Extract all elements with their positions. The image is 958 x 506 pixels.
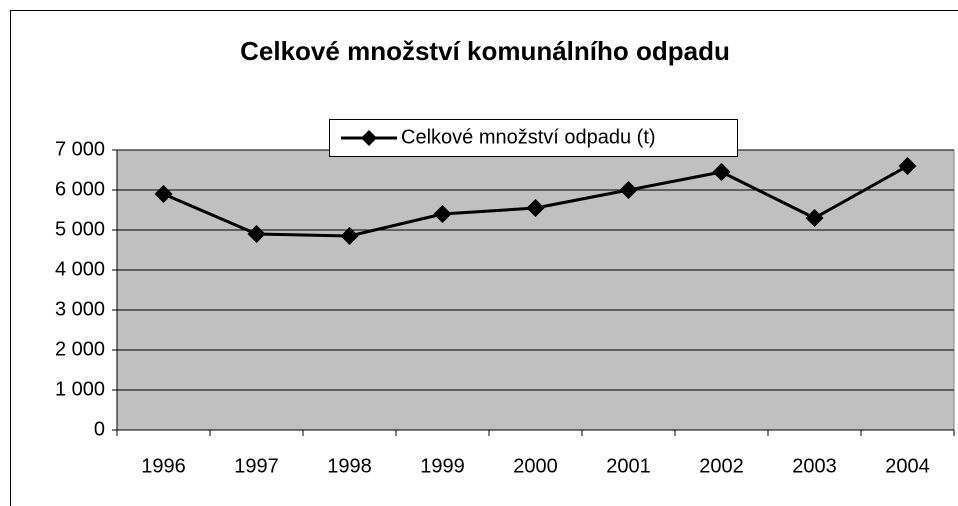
data-point bbox=[898, 157, 917, 175]
y-tick-label: 2 000 bbox=[55, 338, 105, 360]
y-tick-label: 6 000 bbox=[55, 178, 105, 200]
data-point bbox=[712, 163, 731, 181]
y-tick-label: 7 000 bbox=[55, 138, 105, 160]
x-tick-label: 1999 bbox=[420, 455, 465, 477]
data-point bbox=[340, 227, 359, 245]
y-tick-label: 1 000 bbox=[55, 378, 105, 400]
data-point bbox=[247, 225, 266, 243]
data-point bbox=[433, 205, 452, 223]
data-point bbox=[805, 209, 824, 227]
x-tick-label: 1997 bbox=[234, 455, 279, 477]
x-tick-label: 1998 bbox=[327, 455, 372, 477]
y-tick-label: 0 bbox=[94, 418, 105, 440]
y-tick-label: 5 000 bbox=[55, 218, 105, 240]
y-tick-label: 4 000 bbox=[55, 258, 105, 280]
legend-marker bbox=[361, 130, 377, 146]
legend-box bbox=[329, 119, 738, 157]
x-tick-label: 2004 bbox=[885, 455, 930, 477]
data-point bbox=[619, 181, 638, 199]
data-point bbox=[526, 199, 545, 217]
data-point bbox=[154, 185, 173, 203]
y-tick-label: 3 000 bbox=[55, 298, 105, 320]
chart-title: Celkové množství komunálního odpadu bbox=[240, 36, 730, 66]
x-tick-label: 2003 bbox=[792, 455, 837, 477]
x-tick-label: 2001 bbox=[606, 455, 651, 477]
legend-label: Celkové množství odpadu (t) bbox=[401, 126, 656, 148]
x-tick-label: 1996 bbox=[141, 455, 186, 477]
x-tick-label: 2000 bbox=[513, 455, 558, 477]
x-tick-label: 2002 bbox=[699, 455, 744, 477]
plot-area bbox=[116, 149, 955, 431]
